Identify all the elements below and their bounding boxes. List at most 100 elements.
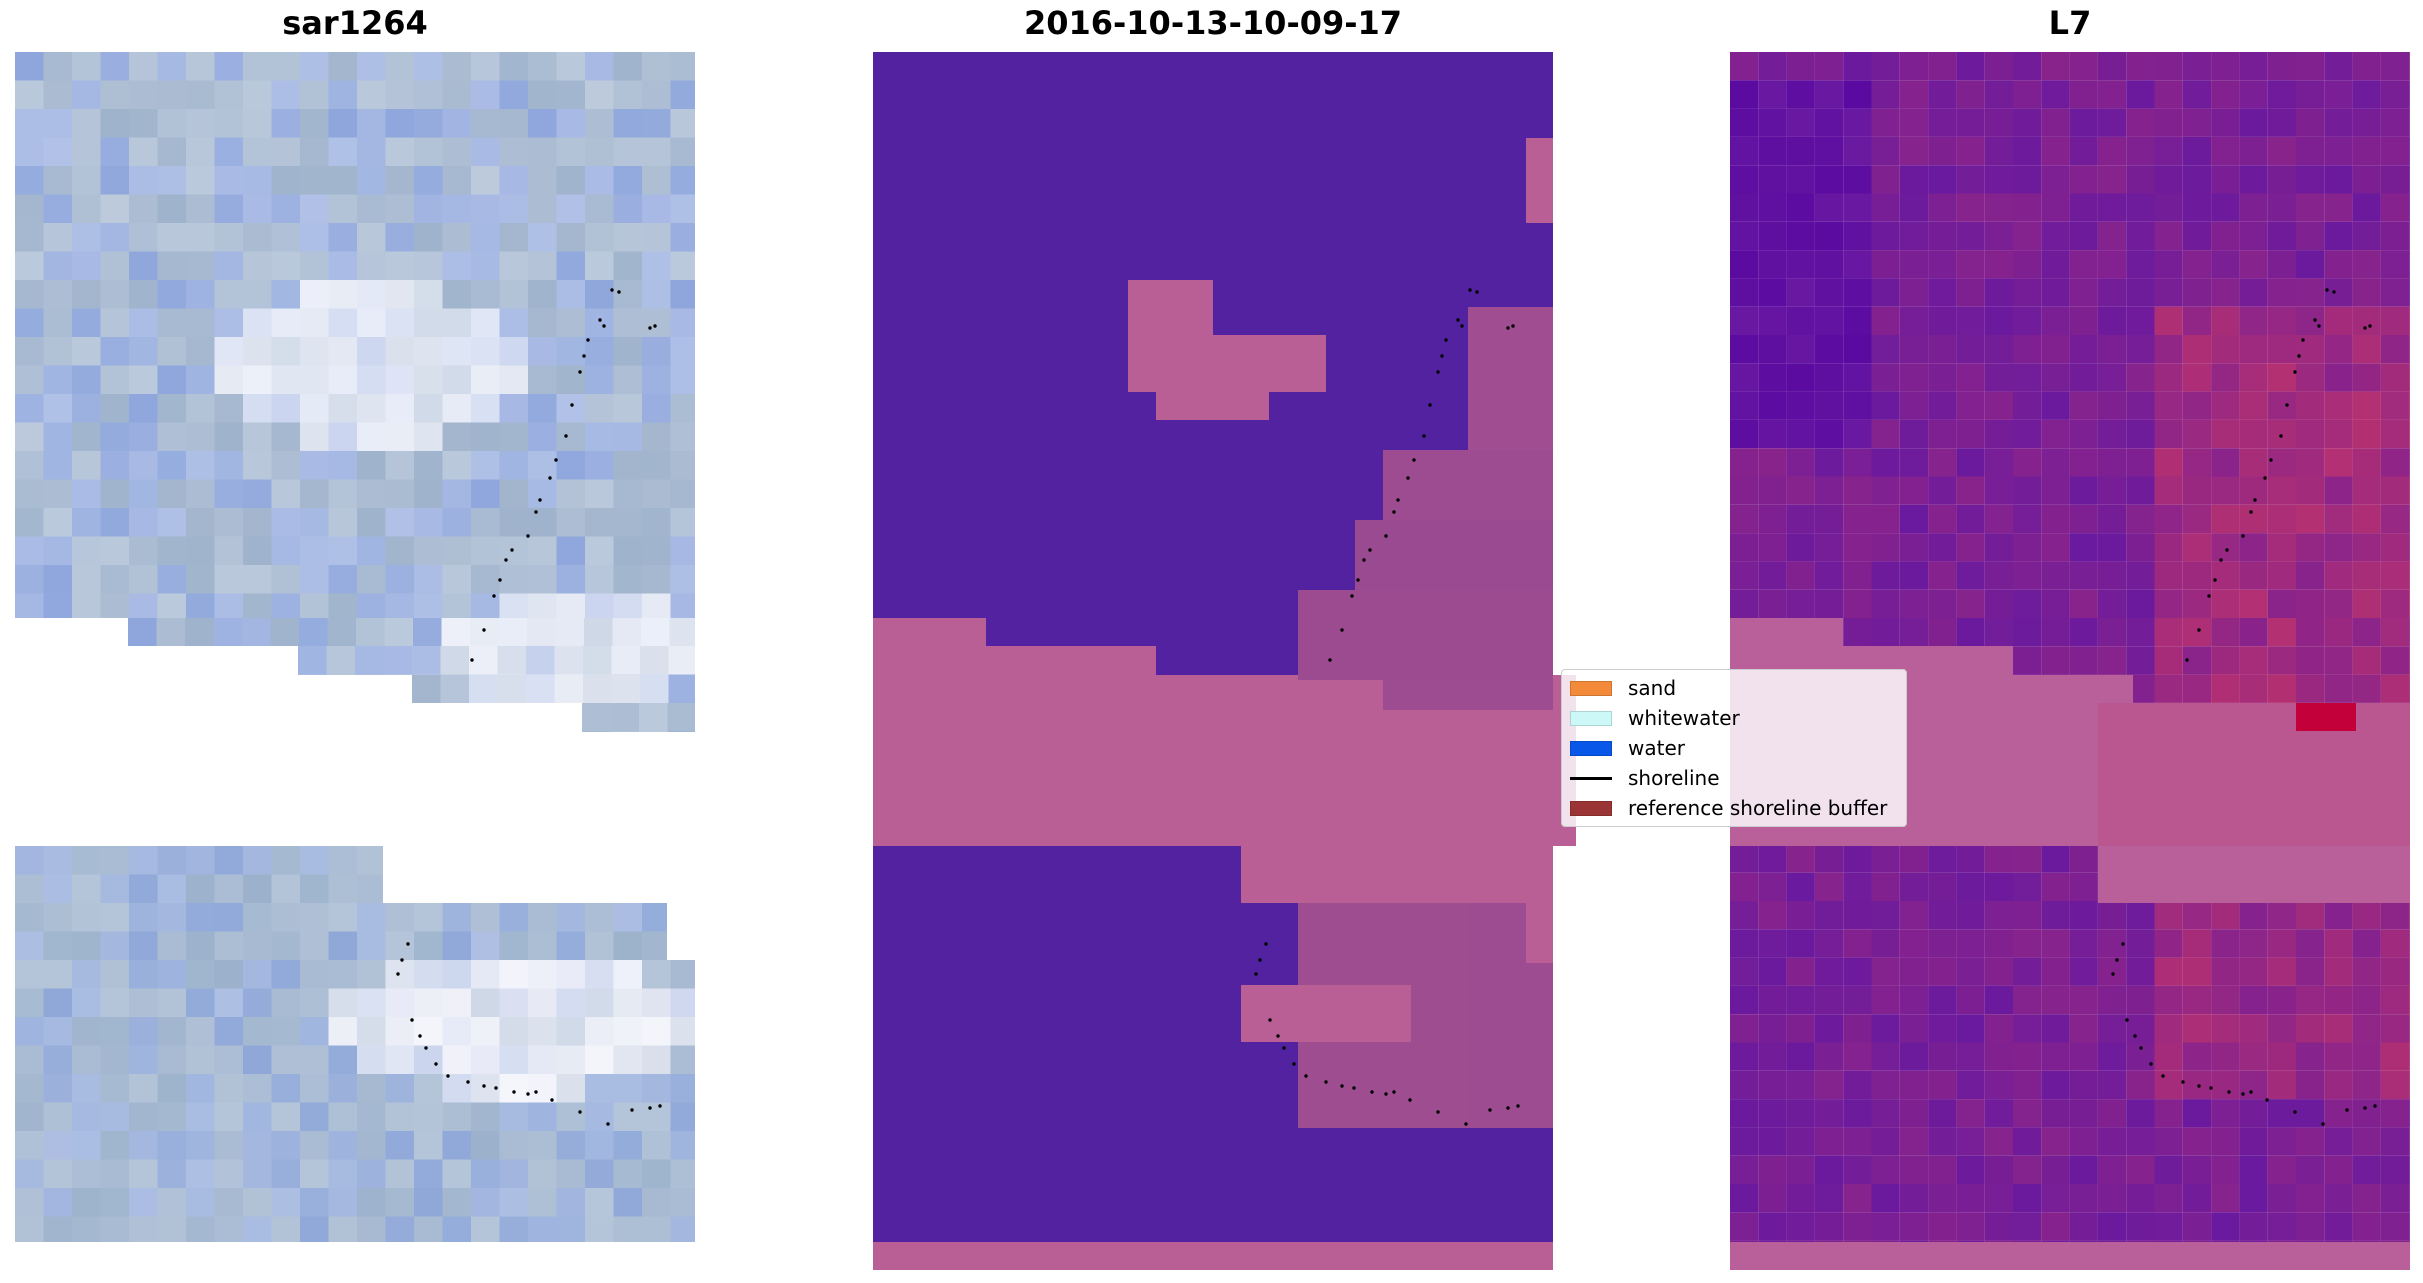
index-pixel	[2154, 533, 2183, 562]
index-pixel	[2352, 957, 2381, 986]
rgb-pixel	[43, 1216, 72, 1242]
index-pixel	[2324, 391, 2353, 420]
index-pixel	[1814, 306, 1844, 335]
index-pixel	[2097, 221, 2127, 251]
index-pixel	[2041, 1155, 2070, 1184]
rgb-pixel	[499, 109, 528, 138]
rgb-shoreline-point	[470, 658, 474, 662]
index-pixel	[2182, 221, 2212, 251]
rgb-pixel	[15, 846, 44, 875]
rgb-pixel	[100, 1131, 129, 1160]
index-pixel	[2409, 985, 2410, 1015]
rgb-pixel	[585, 422, 614, 451]
index-shoreline-point	[2363, 326, 2367, 330]
index-pixel	[2041, 872, 2070, 901]
index-pixel	[2182, 193, 2212, 222]
rgb-pixel	[157, 251, 186, 280]
rgb-pixel	[72, 394, 101, 423]
index-pixel	[1758, 165, 1787, 194]
rgb-pixel	[613, 109, 642, 138]
rgb-pixel	[186, 365, 215, 394]
buffer-shore-upper	[1298, 590, 1553, 680]
rgb-pixel	[186, 479, 215, 508]
index-pixel	[2211, 476, 2240, 505]
index-pixel	[2041, 80, 2070, 109]
rgb-pixel	[670, 988, 695, 1017]
rgb-pixel	[414, 109, 443, 138]
index-pixel	[2324, 448, 2353, 477]
index-pixel	[2267, 1099, 2296, 1128]
rgb-pixel	[128, 618, 157, 646]
rgb-pixel	[100, 1102, 129, 1131]
rgb-pixel	[186, 1188, 215, 1217]
index-pixel	[2352, 618, 2381, 647]
index-pixel	[2013, 589, 2042, 618]
index-pixel	[2324, 1155, 2353, 1184]
index-pixel	[2154, 1070, 2183, 1100]
rgb-shoreline-point	[396, 972, 400, 976]
rgb-pixel	[556, 565, 585, 594]
rgb-pixel	[385, 365, 414, 394]
rgb-pixel	[441, 618, 470, 646]
index-pixel	[2069, 52, 2098, 81]
index-pixel	[2211, 363, 2240, 392]
rgb-pixel	[642, 1188, 671, 1217]
rgb-pixel	[100, 593, 129, 618]
index-pixel	[2069, 476, 2098, 505]
index-pixel	[2409, 476, 2410, 505]
rgb-pixel	[556, 280, 585, 309]
index-pixel	[1871, 448, 1900, 477]
rgb-pixel	[670, 109, 695, 138]
index-pixel	[2296, 561, 2325, 590]
index-pixel	[2013, 391, 2042, 420]
index-pixel	[1899, 1184, 1929, 1213]
index-pixel	[1928, 1240, 1957, 1242]
index-pixel	[2352, 391, 2381, 420]
index-pixel	[2126, 108, 2155, 137]
index-pixel	[1984, 363, 2013, 392]
index-pixel	[1984, 1184, 2013, 1213]
rgb-pixel	[214, 451, 243, 480]
rgb-pixel	[414, 1017, 443, 1046]
index-pixel	[2154, 1240, 2183, 1242]
rgb-shoreline-point	[658, 1104, 662, 1108]
rgb-pixel	[129, 1188, 158, 1217]
index-pixel	[2126, 1212, 2155, 1241]
index-pixel	[1730, 872, 1759, 901]
index-pixel	[2126, 589, 2155, 618]
rgb-pixel	[129, 422, 158, 451]
index-pixel	[1956, 419, 1985, 449]
index-pixel	[2211, 1155, 2240, 1184]
index-pixel	[2267, 250, 2296, 279]
index-pixel	[2352, 533, 2381, 562]
rgb-pixel	[499, 194, 528, 223]
rgb-pixel	[585, 565, 614, 594]
rgb-pixel	[243, 451, 272, 480]
index-shoreline-point	[2241, 1092, 2245, 1096]
rgb-pixel	[43, 194, 72, 223]
rgb-pixel	[15, 1045, 44, 1074]
index-pixel	[2126, 165, 2155, 194]
rgb-pixel	[300, 565, 329, 594]
rgb-pixel	[186, 536, 215, 565]
rgb-pixel	[300, 508, 329, 537]
index-pixel	[2324, 476, 2353, 505]
rgb-pixel	[471, 1131, 500, 1160]
index-pixel	[1758, 193, 1787, 222]
index-pixel	[2296, 1240, 2325, 1242]
index-pixel	[2041, 363, 2070, 392]
index-pixel	[2013, 221, 2042, 251]
rgb-pixel	[186, 931, 215, 960]
rgb-pixel	[442, 1188, 471, 1217]
index-pixel	[2239, 1240, 2268, 1242]
index-shoreline-point	[2209, 1086, 2213, 1090]
index-pixel	[2352, 1042, 2381, 1071]
index-pixel	[2267, 476, 2296, 505]
index-pixel	[2267, 363, 2296, 392]
rgb-pixel	[214, 337, 243, 366]
index-pixel	[1786, 193, 1815, 222]
rgb-pixel	[670, 337, 695, 366]
index-pixel	[2324, 221, 2353, 251]
index-pixel	[1730, 1127, 1759, 1156]
